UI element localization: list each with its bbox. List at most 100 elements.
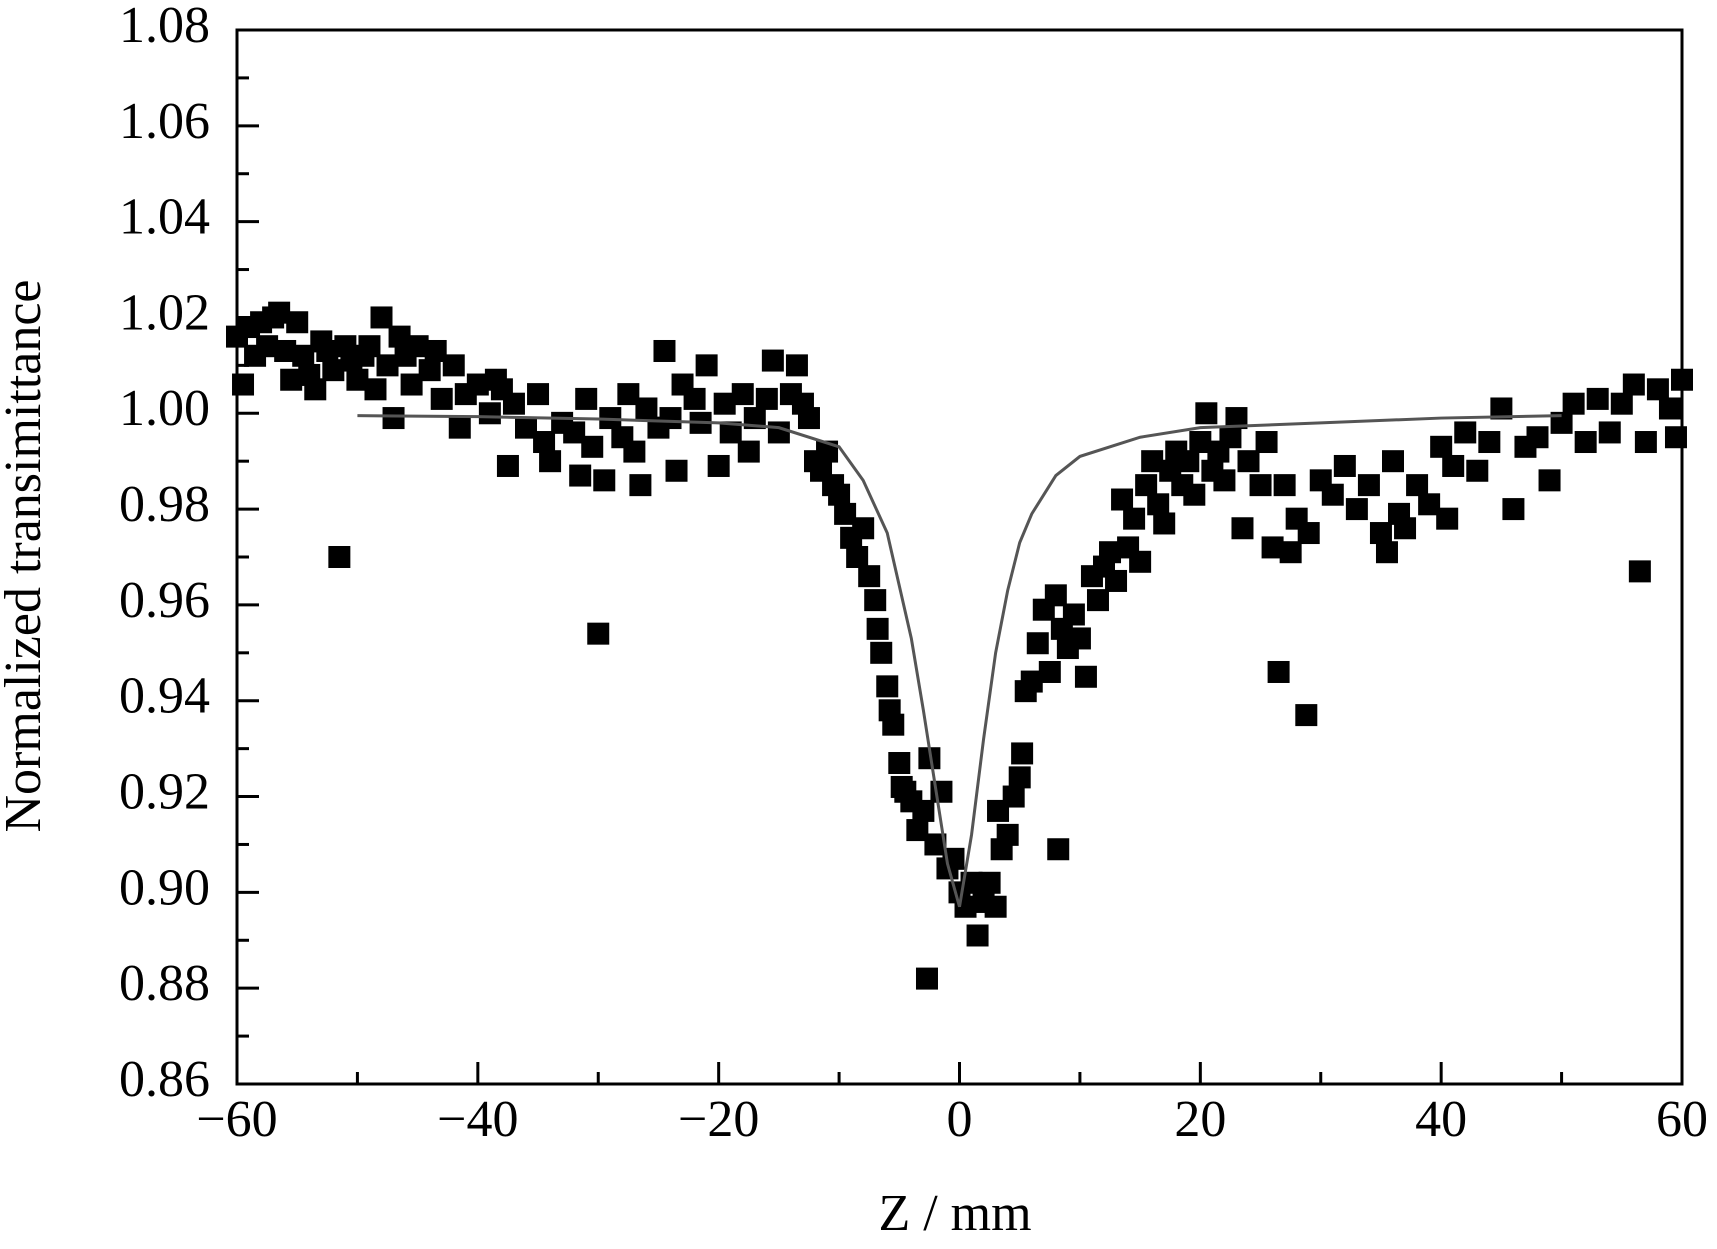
- data-point: [388, 325, 411, 348]
- data-point: [906, 819, 929, 842]
- data-point: [1321, 483, 1344, 506]
- data-point: [1295, 704, 1318, 727]
- data-point: [1189, 431, 1212, 454]
- data-point: [1436, 507, 1459, 530]
- data-point: [1147, 493, 1170, 516]
- data-point: [1442, 454, 1465, 477]
- data-point: [888, 752, 911, 775]
- data-point: [1086, 589, 1109, 612]
- y-tick-label: 0.90: [119, 859, 210, 916]
- data-point: [533, 431, 556, 454]
- data-point: [376, 354, 399, 377]
- data-point: [1526, 426, 1549, 449]
- data-point: [1538, 469, 1561, 492]
- data-point: [1068, 627, 1091, 650]
- data-point: [430, 387, 453, 410]
- data-point: [1357, 474, 1380, 497]
- data-point: [1406, 474, 1429, 497]
- data-point: [1261, 536, 1284, 559]
- data-point: [1345, 498, 1368, 521]
- data-point: [882, 713, 905, 736]
- data-point: [1658, 397, 1681, 420]
- data-point: [1231, 517, 1254, 540]
- y-tick-label: 0.98: [119, 476, 210, 533]
- data-point: [442, 354, 465, 377]
- data-point: [1375, 541, 1398, 564]
- data-point: [1297, 522, 1320, 545]
- data-point: [1195, 402, 1218, 425]
- data-point: [587, 622, 610, 645]
- data-point: [364, 378, 387, 401]
- data-point: [268, 301, 291, 324]
- data-point: [563, 421, 586, 444]
- data-point: [924, 833, 947, 856]
- y-tick-label: 0.94: [119, 668, 210, 725]
- data-point: [1129, 550, 1152, 573]
- data-point: [1008, 766, 1031, 789]
- data-point: [960, 871, 983, 894]
- data-point: [1099, 541, 1122, 564]
- data-point: [1044, 584, 1067, 607]
- data-point: [1466, 459, 1489, 482]
- data-point: [1026, 632, 1049, 655]
- data-point: [731, 383, 754, 406]
- data-point: [984, 895, 1007, 918]
- data-point: [828, 483, 851, 506]
- x-tick-label: −20: [678, 1091, 759, 1148]
- data-point: [1634, 431, 1657, 454]
- data-point: [593, 469, 616, 492]
- data-point: [966, 924, 989, 947]
- data-point: [866, 617, 889, 640]
- data-point: [876, 675, 899, 698]
- data-point: [1454, 421, 1477, 444]
- data-point: [870, 641, 893, 664]
- data-point: [478, 402, 501, 425]
- y-axis-title: Normalized transimittance: [0, 279, 52, 832]
- data-point: [274, 339, 297, 362]
- data-point: [328, 546, 351, 568]
- data-point: [1490, 397, 1513, 420]
- data-point: [1111, 488, 1134, 511]
- data-point: [834, 502, 857, 525]
- data-point: [1219, 426, 1242, 449]
- data-point: [418, 359, 441, 382]
- data-point: [767, 421, 790, 444]
- data-point: [1255, 431, 1278, 454]
- data-point: [346, 368, 369, 391]
- data-point: [1502, 498, 1525, 521]
- data-point: [1011, 742, 1034, 765]
- data-point: [1562, 392, 1585, 415]
- data-point: [858, 565, 881, 588]
- data-point: [581, 435, 604, 458]
- data-point: [370, 306, 393, 329]
- data-point: [292, 344, 315, 367]
- data-point: [304, 378, 327, 401]
- data-point: [846, 546, 869, 568]
- y-tick-label: 1.06: [119, 93, 210, 150]
- data-point: [623, 440, 646, 463]
- data-point: [683, 387, 706, 410]
- data-point: [1002, 785, 1025, 808]
- data-point: [737, 440, 760, 463]
- data-point: [665, 459, 688, 482]
- y-tick-label: 0.86: [119, 1051, 210, 1108]
- data-point: [1598, 421, 1621, 444]
- y-tick-label: 1.04: [119, 189, 210, 246]
- y-tick-label: 0.96: [119, 572, 210, 629]
- data-point: [400, 373, 423, 396]
- data-point: [515, 416, 537, 439]
- data-point: [1105, 569, 1128, 592]
- data-point: [1418, 493, 1441, 516]
- data-point: [1369, 522, 1392, 545]
- data-point: [1062, 603, 1085, 626]
- data-point: [1628, 560, 1651, 583]
- y-tick-label: 1.08: [119, 0, 210, 54]
- data-point: [1213, 469, 1236, 492]
- data-point: [1153, 512, 1176, 535]
- fit-line: [357, 414, 1562, 908]
- data-point: [256, 335, 279, 358]
- data-point: [996, 823, 1019, 846]
- data-point: [1020, 670, 1043, 693]
- data-point: [316, 339, 339, 362]
